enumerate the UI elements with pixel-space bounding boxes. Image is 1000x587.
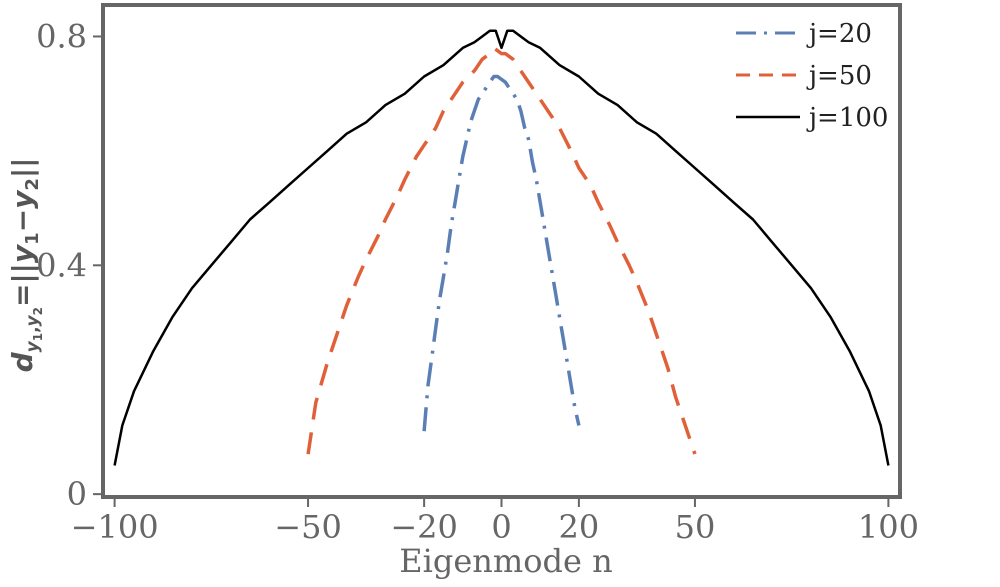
y-label-eq: =|| — [6, 263, 39, 307]
y-label-close: || — [6, 158, 39, 178]
series-layer — [113, 29, 890, 466]
x-tick-label: −100 — [71, 508, 159, 546]
ticks-layer: −100 −50 −20 0 20 50 100 0 0.4 0.8 — [36, 17, 919, 546]
y-label-sub-y1: y — [23, 340, 43, 352]
x-axis-label: Eigenmode n — [399, 542, 612, 580]
y-label-n2: 2 — [22, 178, 43, 191]
legend-label: j=50 — [806, 61, 872, 91]
y-tick-label: 0.4 — [36, 246, 87, 284]
y-label-d: d — [6, 351, 39, 372]
legend: j=20 j=50 j=100 — [736, 19, 888, 133]
y-label-comma: , — [23, 326, 43, 332]
series-line-j100 — [113, 29, 890, 466]
legend-label: j=100 — [806, 103, 888, 133]
y-label-sub-y2: y — [23, 314, 43, 326]
y-axis-label: dy1,y2=||y1−y2|| — [6, 158, 45, 373]
legend-label: j=20 — [806, 19, 872, 49]
y-label-y1: y — [6, 243, 39, 263]
x-tick-label: −50 — [274, 508, 342, 546]
y-label-n1: 1 — [22, 232, 43, 245]
y-label-sub-1: 1 — [31, 333, 45, 341]
y-tick-label: 0.8 — [36, 17, 87, 55]
x-tick-label: 50 — [675, 508, 716, 546]
y-label-y2: y — [6, 189, 39, 209]
series-line-j20 — [422, 74, 581, 432]
series-line-j50 — [306, 46, 697, 455]
y-label-minus: − — [6, 209, 39, 232]
x-tick-label: 20 — [559, 508, 600, 546]
x-tick-label: 0 — [491, 508, 511, 546]
x-tick-label: 100 — [858, 508, 919, 546]
y-label-sub-2: 2 — [31, 307, 45, 315]
plot-frame — [101, 3, 902, 499]
y-tick-label: 0 — [67, 475, 87, 513]
x-tick-label: −20 — [390, 508, 458, 546]
